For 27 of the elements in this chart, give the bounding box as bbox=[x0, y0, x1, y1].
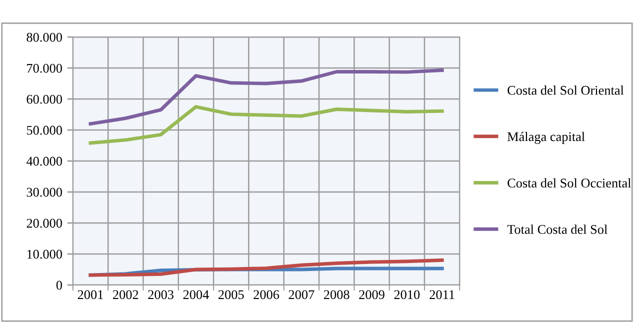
x-tick-label: 2001 bbox=[78, 290, 103, 300]
line-series bbox=[88, 68, 444, 126]
y-tick-label: 0 bbox=[56, 280, 62, 290]
line-series bbox=[88, 105, 444, 145]
y-tick-label: 70.000 bbox=[27, 64, 62, 73]
legend-label: Total Costa del Sol bbox=[507, 224, 608, 234]
y-tick-label: 40.000 bbox=[26, 156, 62, 166]
legend-label: Costa del Sol Oriental bbox=[508, 86, 624, 95]
x-tick-label: 2011 bbox=[430, 290, 454, 300]
y-tick-label: 50.000 bbox=[26, 126, 62, 135]
legend-label: Costa del Sol Occiental bbox=[508, 178, 632, 188]
x-tick-label: 2007 bbox=[288, 290, 314, 300]
x-tick-label: 2009 bbox=[359, 290, 384, 300]
y-tick-label: 60.000 bbox=[26, 94, 62, 104]
x-tick-label: 2003 bbox=[148, 290, 174, 300]
x-tick-label: 2006 bbox=[254, 290, 280, 300]
y-tick-label: 10.000 bbox=[27, 250, 62, 259]
x-tick-label: 2002 bbox=[113, 290, 138, 300]
line-series bbox=[88, 258, 444, 277]
y-tick-label: 20.000 bbox=[26, 218, 62, 228]
x-tick-label: 2005 bbox=[218, 290, 244, 300]
y-tick-label: 80.000 bbox=[26, 32, 62, 42]
y-tick-label: 30.000 bbox=[26, 188, 62, 197]
legend-label: Málaga capital bbox=[507, 132, 585, 144]
x-tick-label: 2010 bbox=[394, 290, 420, 300]
x-tick-label: 2004 bbox=[183, 290, 209, 300]
x-tick-label: 2008 bbox=[324, 290, 350, 300]
